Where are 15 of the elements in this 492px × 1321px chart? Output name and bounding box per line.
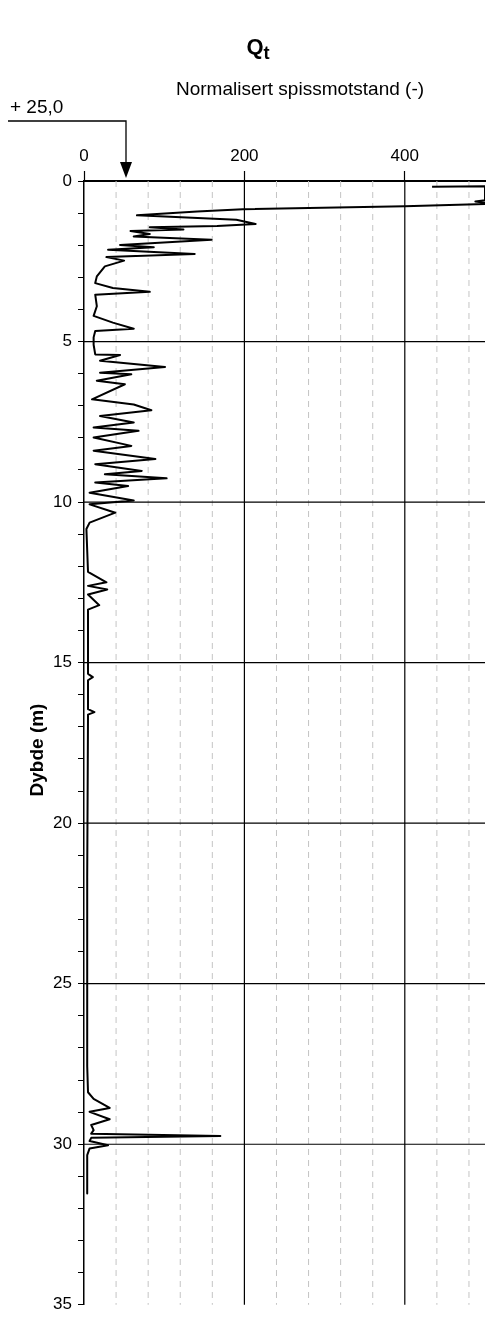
y-tick-label: 20 <box>53 812 72 832</box>
y-tick-label: 25 <box>53 973 72 993</box>
x-tick-label: 0 <box>79 146 89 166</box>
y-tick-label: 15 <box>53 652 72 672</box>
y-tick-label: 30 <box>53 1133 72 1153</box>
x-tick-label: 400 <box>390 146 419 166</box>
x-tick-label: 200 <box>230 146 259 166</box>
chart-title: Q$_{t}$ <box>245 34 271 65</box>
y-axis-title: Dybde (m) <box>26 703 48 797</box>
y-tick-label: 35 <box>53 1294 72 1314</box>
y-tick-label: 5 <box>62 331 72 351</box>
text: + 25,0 <box>10 96 64 118</box>
x-axis-title: Normalisert spissmotstand (-) <box>174 78 426 100</box>
y-tick-label: 10 <box>53 491 72 511</box>
y-tick-label: 0 <box>62 170 72 190</box>
